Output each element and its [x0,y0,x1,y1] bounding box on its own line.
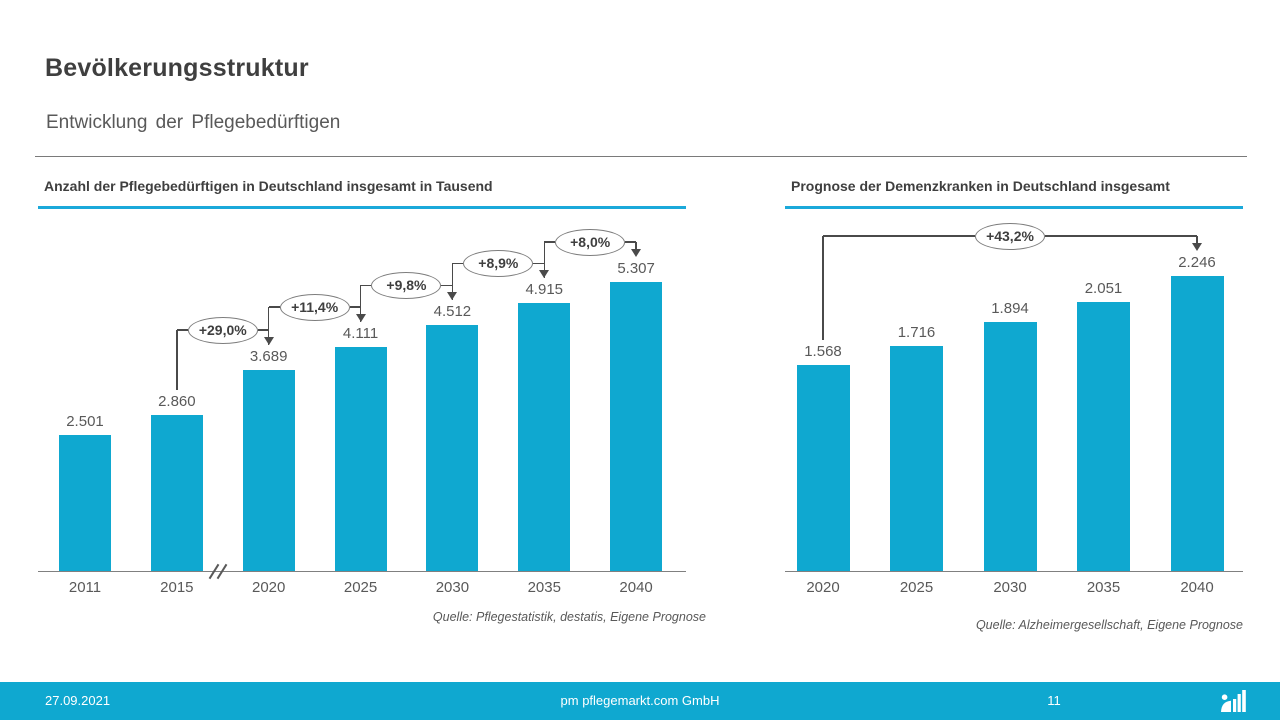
x-axis-label: 2040 [1180,579,1214,596]
growth-bubble: +8,9% [463,249,534,277]
chart-title: Anzahl der Pflegebedürftigen in Deutschl… [44,178,493,194]
bar [242,370,295,571]
chart-panel-demenzkranke: Prognose der Demenzkranken in Deutschlan… [785,178,1243,656]
x-axis-label: 2035 [527,579,561,596]
bar-value-label: 1.716 [897,323,936,341]
chart-title-underline [785,206,1243,209]
growth-arrowhead-icon [1192,243,1202,251]
growth-bracket-line [359,285,362,323]
bar [59,434,111,571]
growth-bracket-line [533,262,545,265]
growth-bracket-line [1196,236,1198,244]
growth-bracket-line [176,330,178,391]
x-axis-label: 2011 [68,579,102,596]
bar-value-label: 2.051 [1084,279,1123,297]
bar [518,303,571,571]
x-axis-line [38,571,686,572]
growth-bubble: +9,8% [371,271,442,299]
growth-bracket-line [635,242,637,250]
bar-chart-demenzkranke: 1.568 2020 1.716 2025 1.894 2030 2.051 2035 2.24… [785,178,1243,656]
growth-bracket-line [822,236,824,341]
bar-chart-pflegebeduerftige: 2.501 2011 2.860 2015 3.689 2020 4.111 2025 4.51… [38,178,686,656]
growth-bracket-line [360,284,372,287]
footer-page-number: 11 [1047,693,1061,708]
bar-value-label: 4.111 [342,325,379,343]
bar [1077,301,1130,571]
header-divider [35,156,1247,157]
growth-bracket-line [823,235,975,237]
x-axis-line [785,571,1243,572]
growth-bracket-line [267,307,270,346]
growth-bracket-line [176,329,188,331]
bar [890,345,943,571]
chart-title: Prognose der Demenzkranken in Deutschlan… [791,178,1170,194]
x-axis-label: 2015 [160,579,194,596]
growth-bubble: +29,0% [187,316,258,344]
pflegemarkt-logo-icon [1221,690,1246,712]
bar [426,325,479,571]
bar-value-label: 2.860 [158,393,196,411]
growth-bubble: +8,0% [555,228,626,256]
footer-company: pm pflegemarkt.com GmbH [560,693,720,708]
bar [150,415,203,571]
bar-value-label: 4.915 [525,281,564,299]
growth-bracket-line [543,242,545,279]
chart-source-note: Quelle: Pflegestatistik, destatis, Eigen… [432,610,706,624]
bar-value-label: 1.894 [991,300,1029,318]
x-axis-label: 2030 [993,579,1027,596]
x-axis-label: 2020 [252,579,286,596]
growth-bubble: +43,2% [975,222,1045,250]
growth-bracket-line [349,306,361,308]
x-axis-label: 2035 [1086,579,1121,596]
growth-bracket-line [1045,235,1197,237]
growth-bracket-line [544,241,556,243]
bar [334,347,387,571]
bar-value-label: 5.307 [617,260,655,277]
bar [796,365,850,571]
x-axis-label: 2025 [343,579,378,596]
bar-value-label: 1.568 [804,343,842,361]
growth-bracket-line [268,306,280,308]
growth-bracket-line [625,241,637,243]
page-title: Bevölkerungsstruktur [45,54,309,82]
growth-bracket-line [452,262,464,265]
chart-panel-pflegebeduerftige: Anzahl der Pflegebedürftigen in Deutschl… [38,178,706,656]
bar [983,322,1037,571]
chart-source-note: Quelle: Alzheimergesellschaft, Eigene Pr… [975,618,1243,632]
growth-bubble: +11,4% [279,293,350,321]
x-axis-label: 2030 [435,579,470,596]
chart-title-underline [38,206,686,209]
growth-bracket-line [257,329,269,331]
x-axis-label: 2040 [619,579,653,596]
bar-value-label: 3.689 [249,348,288,366]
x-axis-label: 2020 [806,579,840,596]
bar-value-label: 2.246 [1178,254,1216,271]
bar-value-label: 4.512 [433,303,472,321]
bar [1170,276,1224,571]
growth-bracket-line [441,284,453,287]
growth-arrowhead-icon [631,249,642,257]
page-subtitle: Entwicklung der Pflegebedürftigen [46,112,341,133]
bar [610,282,663,571]
x-axis-label: 2025 [899,579,934,596]
footer-bar: 27.09.2021 pm pflegemarkt.com GmbH 11 [0,682,1280,720]
footer-date: 27.09.2021 [45,693,111,708]
growth-bracket-line [451,263,454,301]
bar-value-label: 2.501 [66,412,104,430]
